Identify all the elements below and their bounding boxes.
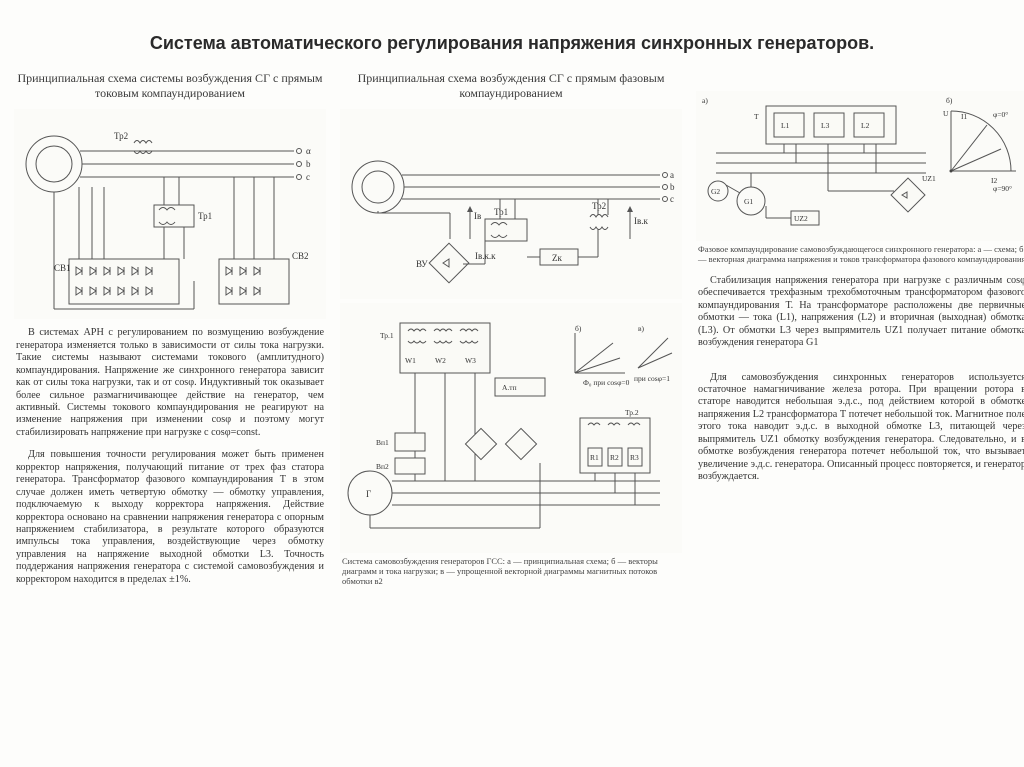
column-mid: Принципиальная схема возбуждения СГ с пр… <box>336 67 686 590</box>
label-tr1b: Тр1 <box>494 207 508 217</box>
label-uz2: UZ2 <box>794 214 808 223</box>
svg-text:Г: Г <box>366 489 371 499</box>
col3-para2: Для самовозбуждения синхронных генератор… <box>698 372 1024 484</box>
svg-text:при cosφ=1: при cosφ=1 <box>634 374 670 383</box>
col1-para1: В системах АРН с регулированием по возму… <box>16 327 324 439</box>
svg-text:R3: R3 <box>630 453 639 462</box>
label-g1: G1 <box>744 197 753 206</box>
label-l1: L1 <box>781 121 790 130</box>
label-cb1: СВ1 <box>54 263 71 273</box>
svg-text:Тр.2: Тр.2 <box>625 408 639 417</box>
schematic-2b: Г Тр.1 W1 W2 W3 <box>340 303 682 553</box>
label-tr2b: Тр2 <box>592 201 606 211</box>
label-g2: G2 <box>711 187 720 196</box>
svg-text:Ф₀ при cosφ=0: Ф₀ при cosφ=0 <box>583 378 630 387</box>
svg-text:Тр.1: Тр.1 <box>380 331 394 340</box>
col3-para1: Стабилизация напряжения генератора при н… <box>698 275 1024 350</box>
page-title: Система автоматического регулирования на… <box>0 0 1024 63</box>
svg-text:б): б) <box>575 324 582 333</box>
column-right: а) T L1 L3 L2 G1 <box>692 67 1024 590</box>
svg-text:W1: W1 <box>405 356 416 365</box>
svg-text:А.тп: А.тп <box>502 383 517 392</box>
label-t: T <box>754 112 759 121</box>
label-ivk: Iв.к <box>634 216 648 226</box>
column-left: Принципиальная схема системы возбуждения… <box>10 67 330 590</box>
label-b2: b <box>670 182 675 192</box>
label-iv: Iв <box>474 211 481 221</box>
col2-subtitle: Принципиальная схема возбуждения СГ с пр… <box>342 71 680 101</box>
schematic-3: а) T L1 L3 L2 G1 <box>696 91 1024 241</box>
label-b: b <box>306 159 311 169</box>
col2-caption: Система самовозбуждения генераторов ГСС:… <box>342 557 680 586</box>
label-a: α <box>306 146 311 156</box>
svg-text:R2: R2 <box>610 453 619 462</box>
col1-subtitle: Принципиальная схема системы возбуждения… <box>16 71 324 101</box>
label-l3: L3 <box>821 121 830 130</box>
label-phi90: φ=90° <box>993 184 1012 193</box>
svg-text:W3: W3 <box>465 356 476 365</box>
label-i1: I1 <box>961 112 967 121</box>
label-ivkk: Iв.к.к <box>475 251 496 261</box>
label-l2: L2 <box>861 121 870 130</box>
label-phi0: φ=0° <box>993 110 1008 119</box>
schematic-2: a b c Тр1 Тр2 <box>340 109 682 299</box>
label-u3: U <box>943 109 949 118</box>
svg-text:W2: W2 <box>435 356 446 365</box>
label-c2: c <box>670 194 674 204</box>
label-b3: б) <box>946 96 953 105</box>
label-tr1: Тр1 <box>198 211 212 221</box>
content-grid: Принципиальная схема системы возбуждения… <box>0 63 1024 594</box>
svg-text:в): в) <box>638 324 645 333</box>
label-tr2: Тр2 <box>114 131 128 141</box>
label-c: c <box>306 172 310 182</box>
col1-para2: Для повышения точности регулирования мож… <box>16 449 324 586</box>
label-a3: а) <box>702 96 708 105</box>
label-a2: a <box>670 170 674 180</box>
label-cb2: СВ2 <box>292 251 309 261</box>
label-vu: ВУ <box>416 259 428 269</box>
svg-text:R1: R1 <box>590 453 599 462</box>
col3-caption: Фазовое компаундирование самовозбуждающе… <box>698 245 1024 265</box>
schematic-1: α b c Тр2 Тр1 <box>14 109 326 319</box>
svg-text:Вп1: Вп1 <box>376 438 389 447</box>
label-zk: Zк <box>552 253 562 263</box>
svg-text:Вп2: Вп2 <box>376 462 389 471</box>
label-uz1: UZ1 <box>922 174 936 183</box>
